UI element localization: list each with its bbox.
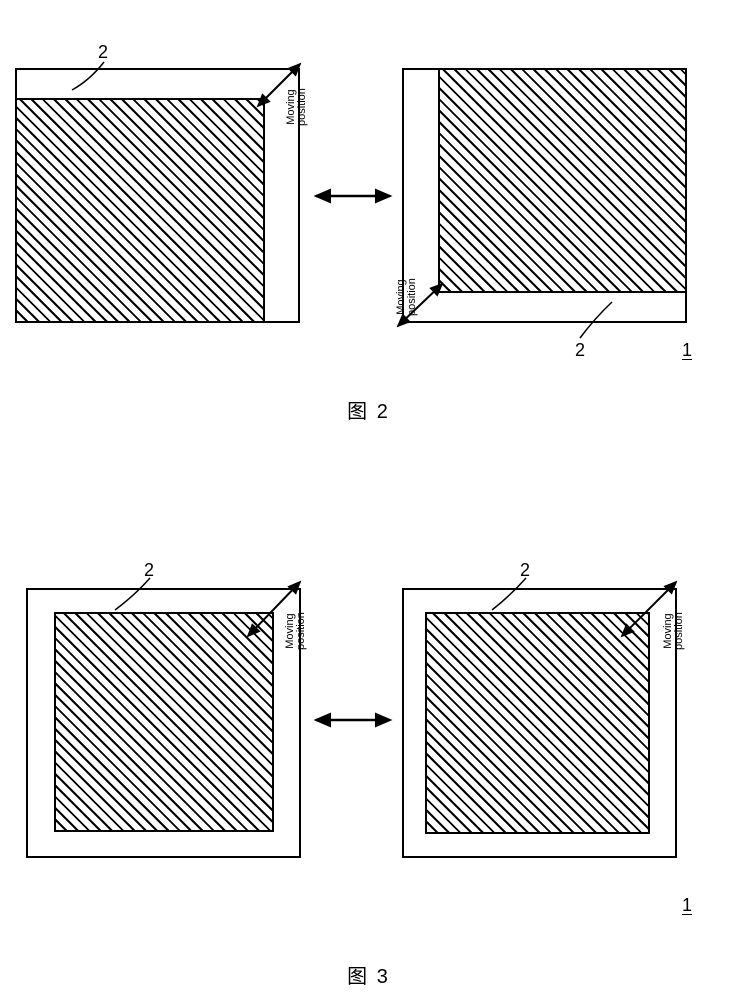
fig3-caption: 图 3	[347, 960, 390, 989]
fig3-figure-ref: 1	[682, 895, 692, 916]
fig3-center-arrow	[0, 0, 737, 1000]
